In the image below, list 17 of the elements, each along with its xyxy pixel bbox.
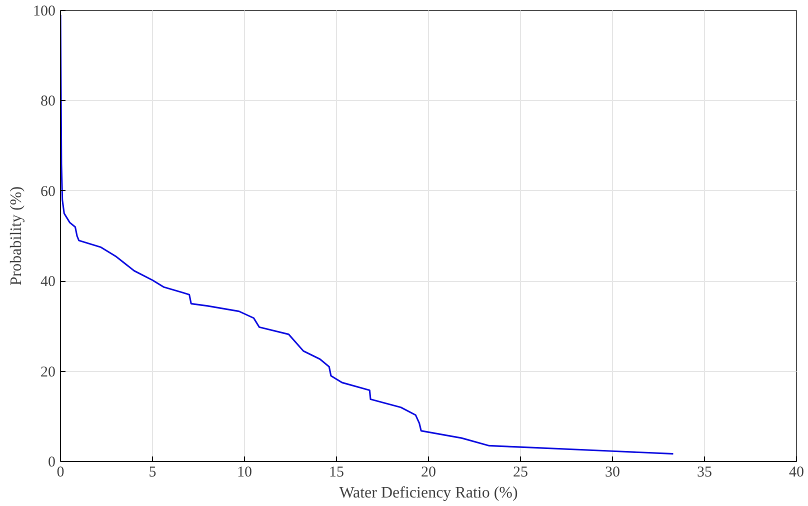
x-axis-title: Water Deficiency Ratio (%) xyxy=(339,484,518,502)
y-tick-label: 80 xyxy=(40,94,56,110)
y-tick-label: 0 xyxy=(48,454,56,470)
y-axis-title: Probability (%) xyxy=(8,186,25,286)
x-tick-label: 35 xyxy=(697,464,712,480)
x-tick-label: 30 xyxy=(605,464,620,480)
x-tick-label: 10 xyxy=(237,464,252,480)
line-series xyxy=(60,14,674,455)
x-tick-label: 25 xyxy=(513,464,528,480)
x-tick-label: 20 xyxy=(421,464,436,480)
x-tick-label: 5 xyxy=(148,464,156,480)
y-tick-label: 100 xyxy=(33,4,56,20)
y-tick-label: 20 xyxy=(40,364,56,380)
y-tick-label: 60 xyxy=(40,184,56,200)
x-tick-label: 40 xyxy=(789,464,804,480)
y-tick-label: 40 xyxy=(40,274,56,290)
x-tick-label: 15 xyxy=(329,464,344,480)
